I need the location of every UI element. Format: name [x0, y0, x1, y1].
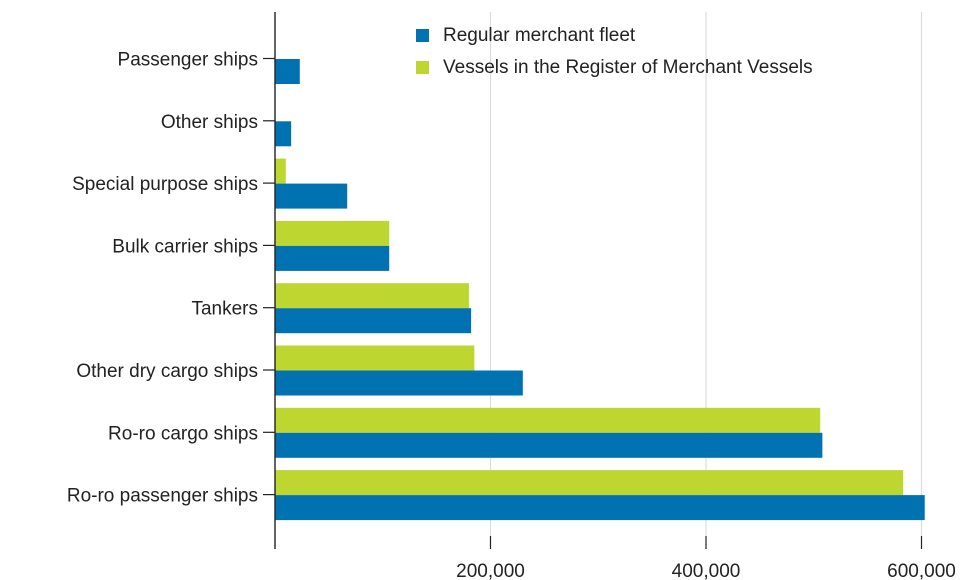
bar-regular-1 [275, 121, 292, 147]
category-label-4: Tankers [191, 299, 258, 320]
bar-regular-4 [275, 308, 472, 334]
category-label-3: Bulk carrier ships [112, 236, 258, 257]
x-tick-label-0: 200,000 [456, 561, 525, 580]
axes [263, 12, 923, 549]
legend: Regular merchant fleet Vessels in the Re… [416, 25, 813, 78]
bar-regular-0 [275, 59, 300, 84]
bar-register-6 [275, 407, 821, 433]
legend-swatch-regular [416, 29, 429, 42]
x-tick-label-1: 400,000 [672, 561, 741, 580]
category-labels: Passenger ships Other ships Special purpos… [67, 50, 258, 507]
legend-label-register: Vessels in the Register of Merchant Vess… [443, 57, 813, 78]
legend-label-regular: Regular merchant fleet [443, 25, 636, 46]
legend-swatch-register [416, 61, 429, 74]
category-label-1: Other ships [161, 112, 258, 133]
bar-regular-2 [275, 183, 348, 209]
category-label-5: Other dry cargo ships [76, 361, 258, 382]
category-label-6: Ro-ro cargo ships [108, 423, 258, 444]
bar-register-3 [275, 220, 390, 246]
x-tick-labels: 200,000 400,000 600,000 [456, 561, 956, 580]
bar-regular-7 [275, 495, 925, 521]
bar-register-7 [275, 470, 904, 496]
category-label-0: Passenger ships [118, 50, 258, 71]
bar-regular-5 [275, 370, 523, 396]
bar-register-4 [275, 283, 469, 309]
bar-regular-6 [275, 432, 823, 458]
x-tick-label-2: 600,000 [887, 561, 956, 580]
bar-regular-3 [275, 245, 390, 271]
category-label-7: Ro-ro passenger ships [67, 486, 258, 507]
bars [275, 59, 925, 521]
bar-register-5 [275, 345, 475, 371]
category-label-2: Special purpose ships [72, 174, 258, 195]
bar-register-2 [275, 158, 286, 184]
